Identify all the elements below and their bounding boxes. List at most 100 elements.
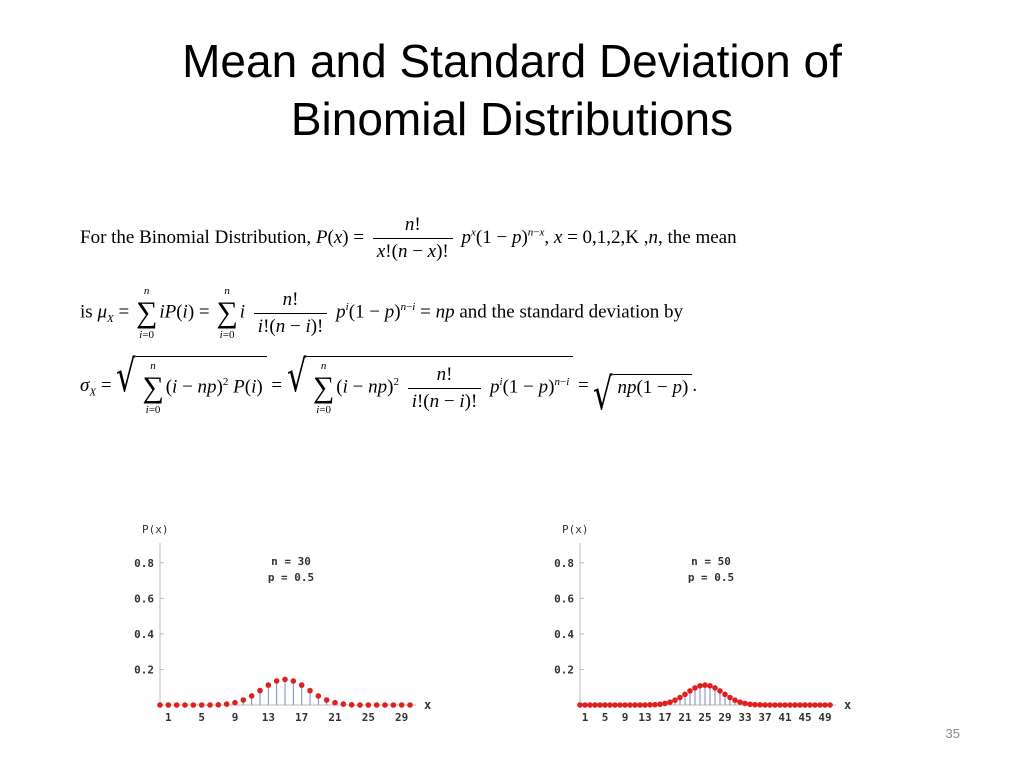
x-tick-label: 33 (738, 711, 751, 724)
data-point (827, 702, 833, 708)
data-point (762, 702, 768, 708)
data-point (797, 702, 803, 708)
chart-binomial-n30: P(x) x 0.2 0.4 0.6 0.8 1 5 9 13 17 21 25 29 n = 30 p = … (120, 515, 450, 735)
y-tick-label: 0.6 (554, 592, 574, 605)
data-point (617, 702, 623, 708)
data-point (777, 702, 783, 708)
x-axis-label: x (844, 698, 851, 712)
data-point (257, 687, 263, 694)
data-point (357, 702, 363, 708)
data-point (637, 702, 643, 708)
y-tick-label: 0.2 (134, 663, 154, 676)
y-tick-label: 0.6 (134, 592, 154, 605)
data-point (390, 702, 397, 708)
x-tick-label: 29 (395, 711, 408, 724)
chart-annotation: p = 0.5 (268, 571, 314, 584)
data-point (737, 699, 743, 705)
data-point (232, 699, 238, 706)
data-point (215, 702, 222, 708)
data-point (667, 699, 673, 705)
data-point (727, 694, 733, 701)
data-point (340, 701, 347, 707)
data-point (290, 678, 297, 684)
y-tick-label: 0.2 (554, 663, 574, 676)
data-point (647, 702, 653, 708)
data-point (822, 702, 828, 708)
data-point (592, 702, 598, 708)
x-tick-label: 13 (638, 711, 651, 724)
data-point (672, 697, 678, 703)
data-point (265, 682, 272, 688)
data-point (772, 702, 778, 708)
y-tick-label: 0.8 (134, 557, 154, 570)
data-point (817, 702, 823, 708)
x-tick-label: 41 (778, 711, 792, 724)
page-number: 35 (945, 726, 960, 741)
x-tick-label: 37 (758, 711, 771, 724)
data-point (677, 694, 683, 701)
data-point (642, 702, 648, 708)
x-tick-label: 49 (818, 711, 831, 724)
data-point (627, 702, 633, 708)
x-tick-label: 45 (798, 711, 811, 724)
data-point (612, 702, 618, 708)
y-tick-label: 0.4 (134, 628, 154, 641)
data-point (577, 702, 583, 708)
data-point (207, 702, 213, 708)
data-point (273, 678, 280, 684)
x-tick-label: 17 (658, 711, 671, 724)
formula-line2-prefix: is (80, 301, 98, 323)
data-point (622, 702, 628, 708)
data-point (812, 702, 818, 708)
x-tick-label: 17 (295, 711, 308, 724)
data-point (315, 693, 322, 699)
chart-annotation: p = 0.5 (688, 571, 734, 584)
data-point (802, 702, 808, 708)
chart-svg-n30: P(x) x 0.2 0.4 0.6 0.8 1 5 9 13 17 21 25 29 n = 30 p = … (134, 523, 431, 724)
data-point (373, 702, 380, 708)
data-point (732, 697, 738, 703)
data-point (597, 702, 603, 708)
data-point (712, 685, 718, 691)
title-line-1: Mean and Standard Deviation of (182, 35, 842, 87)
x-tick-label: 21 (328, 711, 342, 724)
data-point (722, 691, 728, 698)
formula-line-2: is μX = n ∑ i=0 iP(i) = n ∑ i=0 i n! i!(n − i)!… (80, 285, 684, 341)
x-tick-label: 9 (232, 711, 239, 724)
chart-svg-n50: P(x) x 0.2 0.4 0.6 0.8 1 5 9 13 17 21 25 29 33 37 41 45 49… (554, 523, 851, 724)
data-point (757, 702, 763, 708)
data-point (365, 702, 372, 708)
data-point (157, 702, 163, 708)
y-tick-label: 0.4 (554, 628, 574, 641)
data-point (652, 701, 658, 708)
data-point (348, 702, 355, 708)
data-point (807, 702, 813, 708)
chart-annotation: n = 50 (691, 555, 731, 568)
data-point (682, 691, 688, 698)
data-point (298, 682, 305, 688)
formula-line1-suffix: , the mean (658, 226, 737, 248)
x-tick-label: 9 (622, 711, 629, 724)
x-tick-label: 29 (718, 711, 731, 724)
x-tick-label: 1 (165, 711, 172, 724)
data-point (240, 697, 247, 703)
data-point (198, 702, 205, 708)
x-tick-label: 21 (678, 711, 692, 724)
x-tick-label: 25 (698, 711, 711, 724)
data-point (398, 702, 405, 708)
data-point (323, 697, 330, 703)
data-point (607, 702, 613, 708)
data-point (707, 683, 713, 689)
x-axis-label: x (424, 698, 431, 712)
data-point (657, 701, 663, 708)
chart-annotation: n = 30 (271, 555, 311, 568)
formula-line-1: For the Binomial Distribution, P(x) = n!… (80, 214, 737, 262)
data-point (173, 702, 180, 708)
data-point (742, 700, 748, 707)
data-point (382, 702, 388, 708)
data-point (582, 702, 588, 708)
formula-line-3: σX = √ n ∑ i=0 (i − np)2 P(i) = √ n ∑ i=0 (i −… (80, 351, 698, 420)
x-tick-label: 25 (362, 711, 375, 724)
y-tick-label: 0.8 (554, 557, 574, 570)
